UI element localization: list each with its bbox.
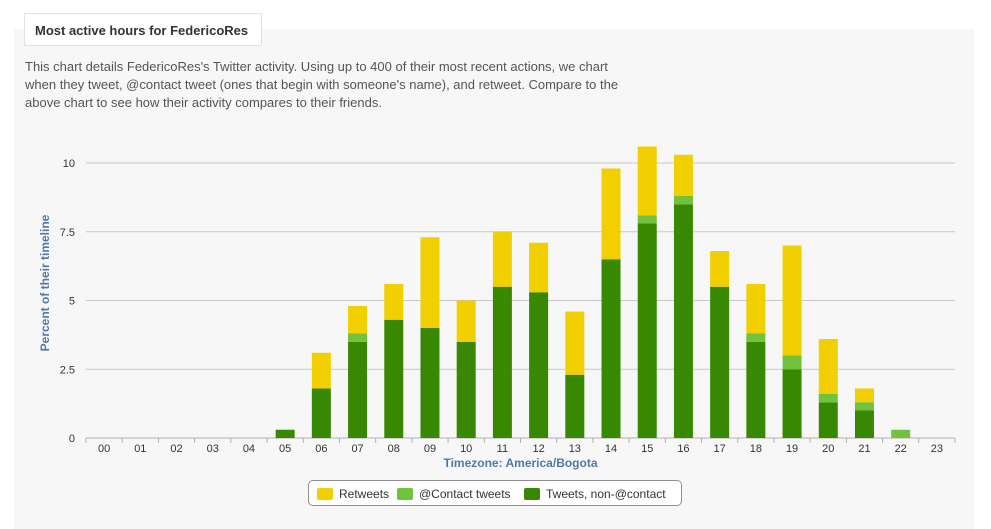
x-tick-label: 01 [134, 443, 146, 455]
x-tick-label: 00 [98, 443, 110, 455]
x-tick-label: 18 [750, 443, 762, 455]
bar-segment [348, 341, 368, 438]
bar-segment [311, 352, 331, 389]
y-axis-title: Percent of their timeline [38, 214, 52, 351]
legend-label-retweets: Retweets [339, 487, 390, 501]
bar-segment [818, 402, 838, 438]
bar-segment [420, 328, 440, 438]
bar-segment [348, 306, 368, 334]
legend-label-tweets: Tweets, non-@contact [546, 487, 666, 501]
x-tick-label: 14 [605, 443, 617, 455]
bar-segment [746, 341, 766, 438]
panel-tab: Most active hours for FedericoRes [24, 13, 262, 46]
y-tick-label: 7.5 [60, 227, 75, 239]
bar-segment [891, 429, 911, 438]
bar-segment [746, 333, 766, 342]
bar-segment [818, 339, 838, 394]
y-tick-label: 0 [69, 433, 75, 445]
x-tick-label: 10 [460, 443, 472, 455]
x-tick-label: 05 [279, 443, 291, 455]
x-tick-label: 08 [388, 443, 400, 455]
bar-segment [637, 215, 657, 224]
legend-item-retweets[interactable]: Retweets [317, 486, 389, 502]
bar-segment [492, 231, 512, 287]
x-tick-label: 15 [641, 443, 653, 455]
bar-segment [529, 242, 549, 293]
y-tick-label: 5 [69, 296, 75, 308]
legend-item-tweets[interactable]: Tweets, non-@contact [524, 486, 666, 502]
bar-segment [637, 146, 657, 216]
bar-segment [601, 168, 621, 260]
x-tick-label: 02 [170, 443, 182, 455]
x-axis-title: Timezone: America/Bogota [443, 456, 597, 470]
bar-segment [818, 394, 838, 403]
bar-segment [637, 223, 657, 438]
bar-segment [782, 245, 802, 356]
bar-segment [673, 204, 693, 438]
bar-segment [782, 369, 802, 438]
x-tick-label: 13 [569, 443, 581, 455]
bar-segment [275, 429, 295, 438]
bar-segment [710, 251, 730, 287]
bar-segment [782, 355, 802, 370]
bar-segment [746, 284, 766, 334]
bar-segment [854, 402, 874, 411]
bar-segment [565, 311, 585, 375]
x-tick-label: 23 [931, 443, 943, 455]
legend-swatch-tweets [524, 488, 540, 500]
x-tick-label: 16 [677, 443, 689, 455]
bar-segment [710, 286, 730, 438]
bar-segment [420, 237, 440, 328]
y-tick-label: 2.5 [60, 364, 75, 376]
bar-segment [456, 341, 476, 438]
x-tick-label: 21 [858, 443, 870, 455]
legend-label-contact: @Contact tweets [419, 487, 511, 501]
bar-segment [601, 259, 621, 438]
bar-segment [673, 196, 693, 205]
x-tick-label: 07 [351, 443, 363, 455]
x-tick-label: 03 [207, 443, 219, 455]
x-tick-label: 17 [714, 443, 726, 455]
x-tick-label: 06 [315, 443, 327, 455]
legend-item-contact[interactable]: @Contact tweets [397, 486, 511, 502]
bar-segment [456, 300, 476, 342]
activity-chart: 0 2.5 5 7.5 10 00 01 02 03 04 05 06 07 08 09 10 11 12 13 14… [38, 146, 956, 470]
bar-segment [854, 410, 874, 438]
x-tick-label: 22 [895, 443, 907, 455]
x-tick-label: 19 [786, 443, 798, 455]
bar-segment [565, 374, 585, 438]
x-tick-label: 04 [243, 443, 255, 455]
bar-segment [384, 284, 404, 320]
bar-segment [384, 319, 404, 438]
panel-title: Most active hours for FedericoRes [35, 23, 249, 38]
legend-swatch-contact [397, 488, 413, 500]
x-tick-label: 11 [497, 443, 508, 455]
bar-segment [492, 286, 512, 438]
bar-segment [311, 388, 331, 438]
x-tick-label: 20 [822, 443, 834, 455]
chart-legend: Retweets @Contact tweets Tweets, non-@co… [308, 480, 682, 506]
bar-segment [673, 154, 693, 196]
bar-segment [529, 292, 549, 438]
y-tick-label: 10 [63, 158, 75, 170]
bar-segment [348, 333, 368, 342]
bar-segment [854, 388, 874, 403]
chart-description: This chart details FedericoRes's Twitter… [25, 59, 619, 110]
x-tick-label: 12 [532, 443, 544, 455]
legend-swatch-retweets [317, 488, 333, 500]
x-tick-label: 09 [424, 443, 436, 455]
